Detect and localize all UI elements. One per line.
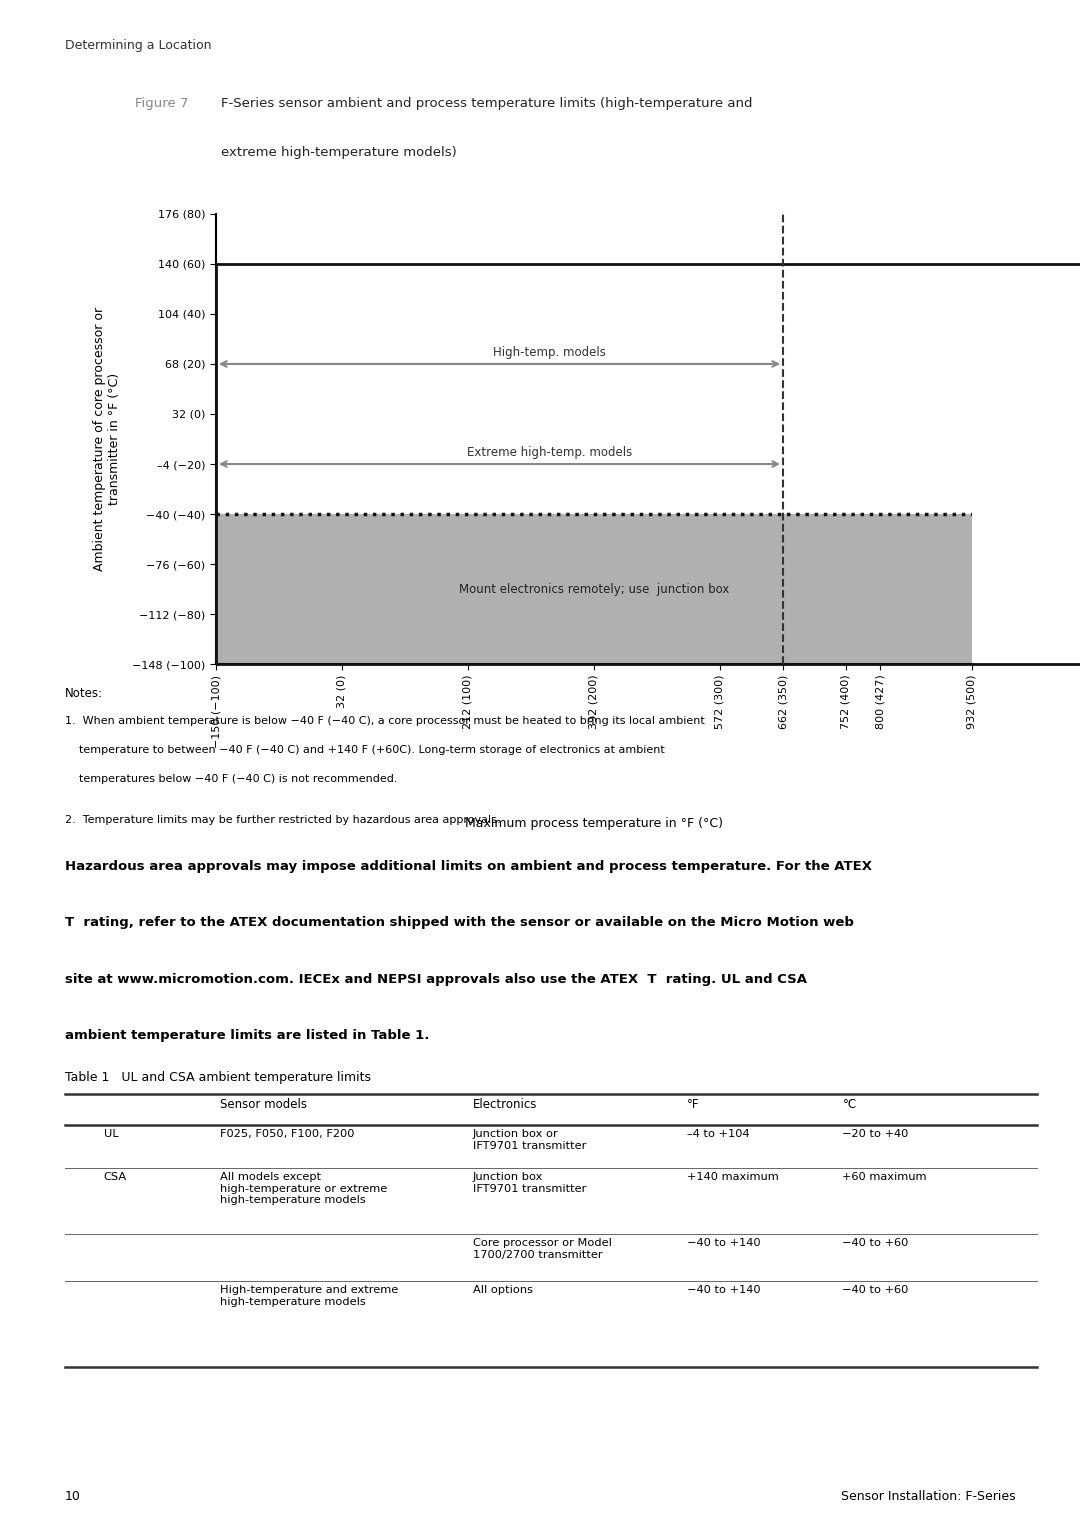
Text: UL: UL [104,1130,119,1139]
Text: extreme high-temperature models): extreme high-temperature models) [221,147,457,159]
Text: Sensor models: Sensor models [220,1098,308,1112]
Text: T  rating, refer to the ATEX documentation shipped with the sensor or available : T rating, refer to the ATEX documentatio… [65,916,853,928]
Text: CSA: CSA [104,1173,126,1182]
Text: 10: 10 [65,1490,81,1503]
Text: −40 to +60: −40 to +60 [842,1238,908,1248]
Text: F025, F050, F100, F200: F025, F050, F100, F200 [220,1130,355,1139]
Text: Junction box
IFT9701 transmitter: Junction box IFT9701 transmitter [473,1173,586,1194]
Text: temperature to between −40 F (−40 C) and +140 F (+60C). Long-term storage of ele: temperature to between −40 F (−40 C) and… [65,745,664,754]
Text: °F: °F [687,1098,700,1112]
Text: High-temp. models: High-temp. models [494,347,606,359]
Text: temperatures below −40 F (−40 C) is not recommended.: temperatures below −40 F (−40 C) is not … [65,774,397,783]
Text: Notes:: Notes: [65,687,103,701]
Text: Hazardous area approvals may impose additional limits on ambient and process tem: Hazardous area approvals may impose addi… [65,860,872,873]
Text: Determining a Location: Determining a Location [65,40,212,52]
Text: –4 to +104: –4 to +104 [687,1130,750,1139]
Text: Sensor Installation: F-Series: Sensor Installation: F-Series [840,1490,1015,1503]
Text: ambient temperature limits are listed in Table 1.: ambient temperature limits are listed in… [65,1029,429,1041]
Bar [216,264,1080,664]
Text: All options: All options [473,1286,534,1295]
Text: −40 to +140: −40 to +140 [687,1286,760,1295]
Y-axis label: Ambient temperature of core processor or
transmitter in °F (°C): Ambient temperature of core processor or… [93,307,121,571]
Text: +60 maximum: +60 maximum [842,1173,927,1182]
Text: −40 to +60: −40 to +60 [842,1286,908,1295]
Text: Extreme high-temp. models: Extreme high-temp. models [468,446,633,460]
Text: +140 maximum: +140 maximum [687,1173,779,1182]
Text: Core processor or Model
1700/2700 transmitter: Core processor or Model 1700/2700 transm… [473,1238,612,1260]
Text: Electronics: Electronics [473,1098,538,1112]
Text: Table 1   UL and CSA ambient temperature limits: Table 1 UL and CSA ambient temperature l… [65,1070,370,1084]
Text: 2.  Temperature limits may be further restricted by hazardous area approvals.: 2. Temperature limits may be further res… [65,815,500,826]
Text: Figure 7: Figure 7 [135,96,189,110]
Text: All models except
high-temperature or extreme
high-temperature models: All models except high-temperature or ex… [220,1173,388,1205]
Text: Junction box or
IFT9701 transmitter: Junction box or IFT9701 transmitter [473,1130,586,1151]
Text: −40 to +140: −40 to +140 [687,1238,760,1248]
Text: High-temperature and extreme
high-temperature models: High-temperature and extreme high-temper… [220,1286,399,1307]
Text: °C: °C [842,1098,856,1112]
Text: F-Series sensor ambient and process temperature limits (high-temperature and: F-Series sensor ambient and process temp… [221,96,753,110]
Text: Mount electronics remotely; use  junction box: Mount electronics remotely; use junction… [459,583,729,596]
Bar [216,515,1080,664]
X-axis label: Maximum process temperature in °F (°C): Maximum process temperature in °F (°C) [465,817,723,831]
Text: −20 to +40: −20 to +40 [842,1130,908,1139]
Text: 1.  When ambient temperature is below −40 F (−40 C), a core processor must be he: 1. When ambient temperature is below −40… [65,716,704,725]
Text: site at www.micromotion.com. IECEx and NEPSI approvals also use the ATEX  T  rat: site at www.micromotion.com. IECEx and N… [65,973,807,985]
